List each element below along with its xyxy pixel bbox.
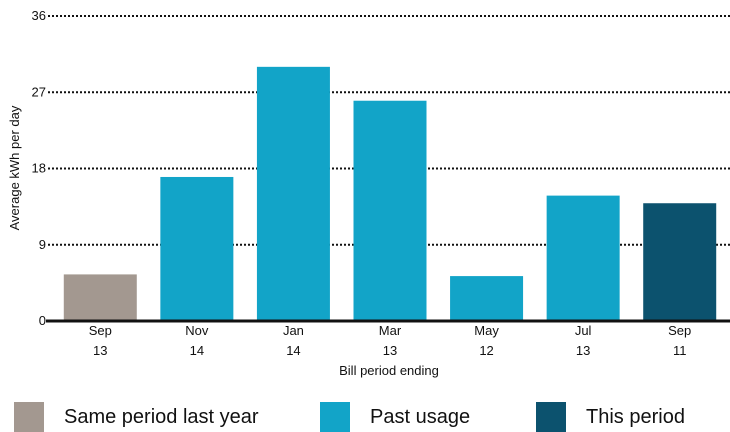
x-tick-label-year: 12 [479, 343, 493, 358]
legend-item-this-period: This period [536, 402, 685, 432]
legend-item-same-period: Same period last year [14, 402, 259, 432]
x-tick-label-month: Jan [283, 323, 304, 338]
legend-label-past-usage: Past usage [370, 405, 471, 428]
bar [256, 66, 330, 321]
legend-swatch-past-usage [320, 402, 350, 432]
legend: Same period last year Past usage This pe… [14, 402, 714, 432]
bars [63, 66, 717, 321]
x-axis-ticks: Sep 13 Nov 14 Jan 14 Mar 13 May 12 Jul 13 Sep 11 [89, 323, 692, 358]
legend-swatch-this-period [536, 402, 566, 432]
x-tick-label-year: 11 [673, 343, 687, 358]
bar [160, 176, 234, 321]
y-axis-ticks: 0 9 18 27 36 [32, 8, 46, 328]
y-tick-label: 9 [39, 237, 46, 252]
bar [63, 274, 137, 321]
x-axis-title: Bill period ending [339, 363, 439, 378]
legend-swatch-same-period [14, 402, 44, 432]
x-tick-label-year: 13 [93, 343, 107, 358]
y-tick-label: 0 [39, 313, 46, 328]
y-axis-title: Average kWh per day [7, 105, 22, 230]
y-tick-label: 27 [32, 84, 46, 99]
x-tick-label-year: 13 [383, 343, 397, 358]
x-tick-label-month: Nov [185, 323, 209, 338]
bar [450, 276, 524, 321]
bar [546, 195, 620, 321]
x-tick-label-year: 13 [576, 343, 590, 358]
x-tick-label-month: Sep [89, 323, 112, 338]
y-tick-label: 36 [32, 8, 46, 23]
legend-label-same-period: Same period last year [64, 405, 259, 428]
x-tick-label-month: Mar [379, 323, 402, 338]
legend-label-this-period: This period [586, 405, 685, 428]
bar [643, 203, 717, 321]
y-tick-label: 18 [32, 161, 46, 176]
x-tick-label-month: May [474, 323, 499, 338]
x-tick-label-month: Sep [668, 323, 691, 338]
x-tick-label-month: Jul [575, 323, 592, 338]
legend-item-past-usage: Past usage [320, 402, 470, 432]
x-tick-label-year: 14 [190, 343, 204, 358]
bar [353, 100, 427, 321]
x-tick-label-year: 14 [286, 343, 300, 358]
